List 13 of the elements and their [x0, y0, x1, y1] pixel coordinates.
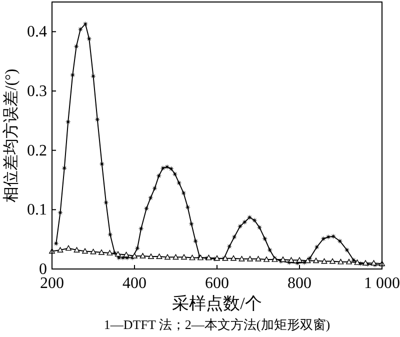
y-tick-label: 0.2: [27, 142, 47, 160]
y-tick-label: 0: [39, 261, 47, 278]
x-tick-label: 600: [205, 275, 229, 292]
x-tick-label: 800: [288, 275, 312, 292]
text: 1—DTFT 法；2—本文方法(加矩形双窗): [104, 317, 330, 332]
x-tick-label: 1 000: [364, 275, 400, 292]
y-axis-title: 相位差均方误差/(°): [2, 68, 20, 202]
y-tick-label: 0.3: [27, 83, 47, 100]
x-tick-label: 400: [122, 275, 146, 292]
y-tick-label: 0.1: [27, 202, 47, 219]
x-tick-label: 200: [40, 275, 64, 292]
x-axis-title: 采样点数/个: [172, 294, 262, 313]
y-tick-label: 0.4: [27, 24, 47, 41]
